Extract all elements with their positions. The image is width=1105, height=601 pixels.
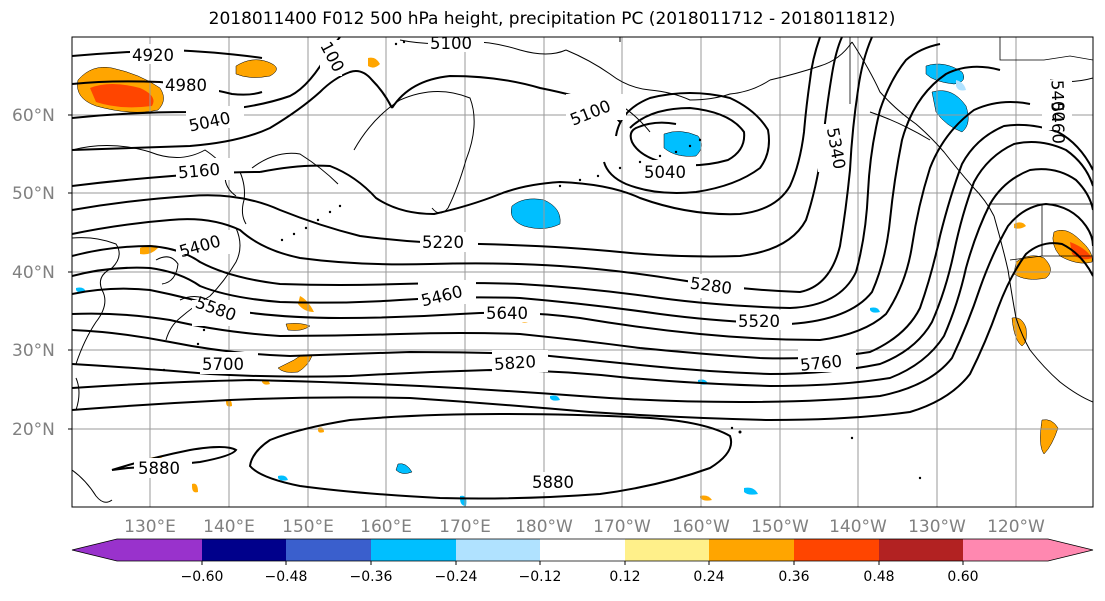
longitude-labels: 130°E 140°E 150°E 160°E 170°E 180°W 170°… bbox=[124, 517, 1045, 537]
colorbar-tick-label: −0.48 bbox=[265, 569, 308, 585]
lon-label-170e: 170°E bbox=[439, 517, 491, 537]
contour-label-5640: 5640 bbox=[486, 304, 528, 323]
colorbar-tick-label: 0.24 bbox=[693, 569, 724, 585]
colorbar-extend-left bbox=[72, 539, 117, 561]
colorbar-cell bbox=[625, 539, 709, 561]
lon-label-140w: 140°W bbox=[829, 517, 887, 537]
lat-label-50n: 50°N bbox=[12, 184, 55, 204]
colorbar-cell bbox=[117, 539, 202, 561]
lat-label-60n: 60°N bbox=[12, 106, 55, 126]
contour-label-4980: 4980 bbox=[165, 76, 207, 95]
map-title: 2018011400 F012 500 hPa height, precipit… bbox=[208, 9, 896, 29]
colorbar-tick-label: 0.36 bbox=[778, 569, 809, 585]
lon-label-160e: 160°E bbox=[360, 517, 412, 537]
latitude-labels: 60°N 50°N 40°N 30°N 20°N bbox=[12, 106, 55, 440]
colorbar-cell bbox=[709, 539, 794, 561]
lon-label-180w: 180°W bbox=[515, 517, 573, 537]
lon-label-120w: 120°W bbox=[987, 517, 1045, 537]
lon-label-130w: 130°W bbox=[908, 517, 966, 537]
colorbar-tick-label: −0.60 bbox=[181, 569, 224, 585]
contour-label-5400-east: 5400 bbox=[1047, 80, 1067, 123]
colorbar-tick-label: −0.24 bbox=[435, 569, 478, 585]
lat-label-40n: 40°N bbox=[12, 263, 55, 283]
colorbar: −0.60 −0.48 −0.36 −0.24 −0.12 0.12 0.24 0.36 0.4… bbox=[71, 538, 1094, 585]
colorbar-tick-label: 0.48 bbox=[863, 569, 894, 585]
lat-label-30n: 30°N bbox=[12, 341, 55, 361]
contour-label-5880-west: 5880 bbox=[138, 459, 180, 478]
colorbar-cell bbox=[286, 539, 371, 561]
colorbar-cell bbox=[540, 539, 625, 561]
colorbar-cell bbox=[794, 539, 879, 561]
colorbar-cell bbox=[456, 539, 540, 561]
lon-label-150w: 150°W bbox=[751, 517, 809, 537]
lon-label-140e: 140°E bbox=[203, 517, 255, 537]
island-chains bbox=[162, 40, 922, 480]
colorbar-cell bbox=[963, 539, 1048, 561]
precip-positive-areas bbox=[77, 57, 1093, 501]
colorbar-extend-right bbox=[1048, 539, 1093, 561]
colorbar-cell bbox=[879, 539, 963, 561]
contour-label-5820: 5820 bbox=[493, 352, 536, 374]
contour-label-5460-east: 5460 bbox=[1047, 102, 1067, 145]
lon-label-160w: 160°W bbox=[672, 517, 730, 537]
lat-label-20n: 20°N bbox=[12, 420, 55, 440]
contour-label-5760: 5760 bbox=[799, 352, 843, 375]
contour-label-5220: 5220 bbox=[422, 233, 464, 252]
colorbar-tick-label: −0.36 bbox=[350, 569, 393, 585]
contour-label-5040-low: 5040 bbox=[644, 163, 686, 182]
colorbar-tick-label: 0.60 bbox=[947, 569, 978, 585]
contour-label-5700: 5700 bbox=[202, 355, 244, 374]
colorbar-cell bbox=[371, 539, 456, 561]
contour-label-5100-top: 5100 bbox=[430, 34, 472, 53]
contour-label-5880: 5880 bbox=[532, 473, 574, 492]
lon-label-170w: 170°W bbox=[593, 517, 651, 537]
axis-ticks bbox=[68, 114, 72, 430]
colorbar-cell bbox=[202, 539, 286, 561]
colorbar-tick-label: 0.12 bbox=[609, 569, 640, 585]
lon-label-150e: 150°E bbox=[282, 517, 334, 537]
contour-label-5520: 5520 bbox=[738, 312, 780, 331]
lon-label-130e: 130°E bbox=[124, 517, 176, 537]
contour-label-4920: 4920 bbox=[132, 46, 174, 65]
contour-label-5160: 5160 bbox=[177, 160, 220, 183]
colorbar-tick-label: −0.12 bbox=[519, 569, 562, 585]
